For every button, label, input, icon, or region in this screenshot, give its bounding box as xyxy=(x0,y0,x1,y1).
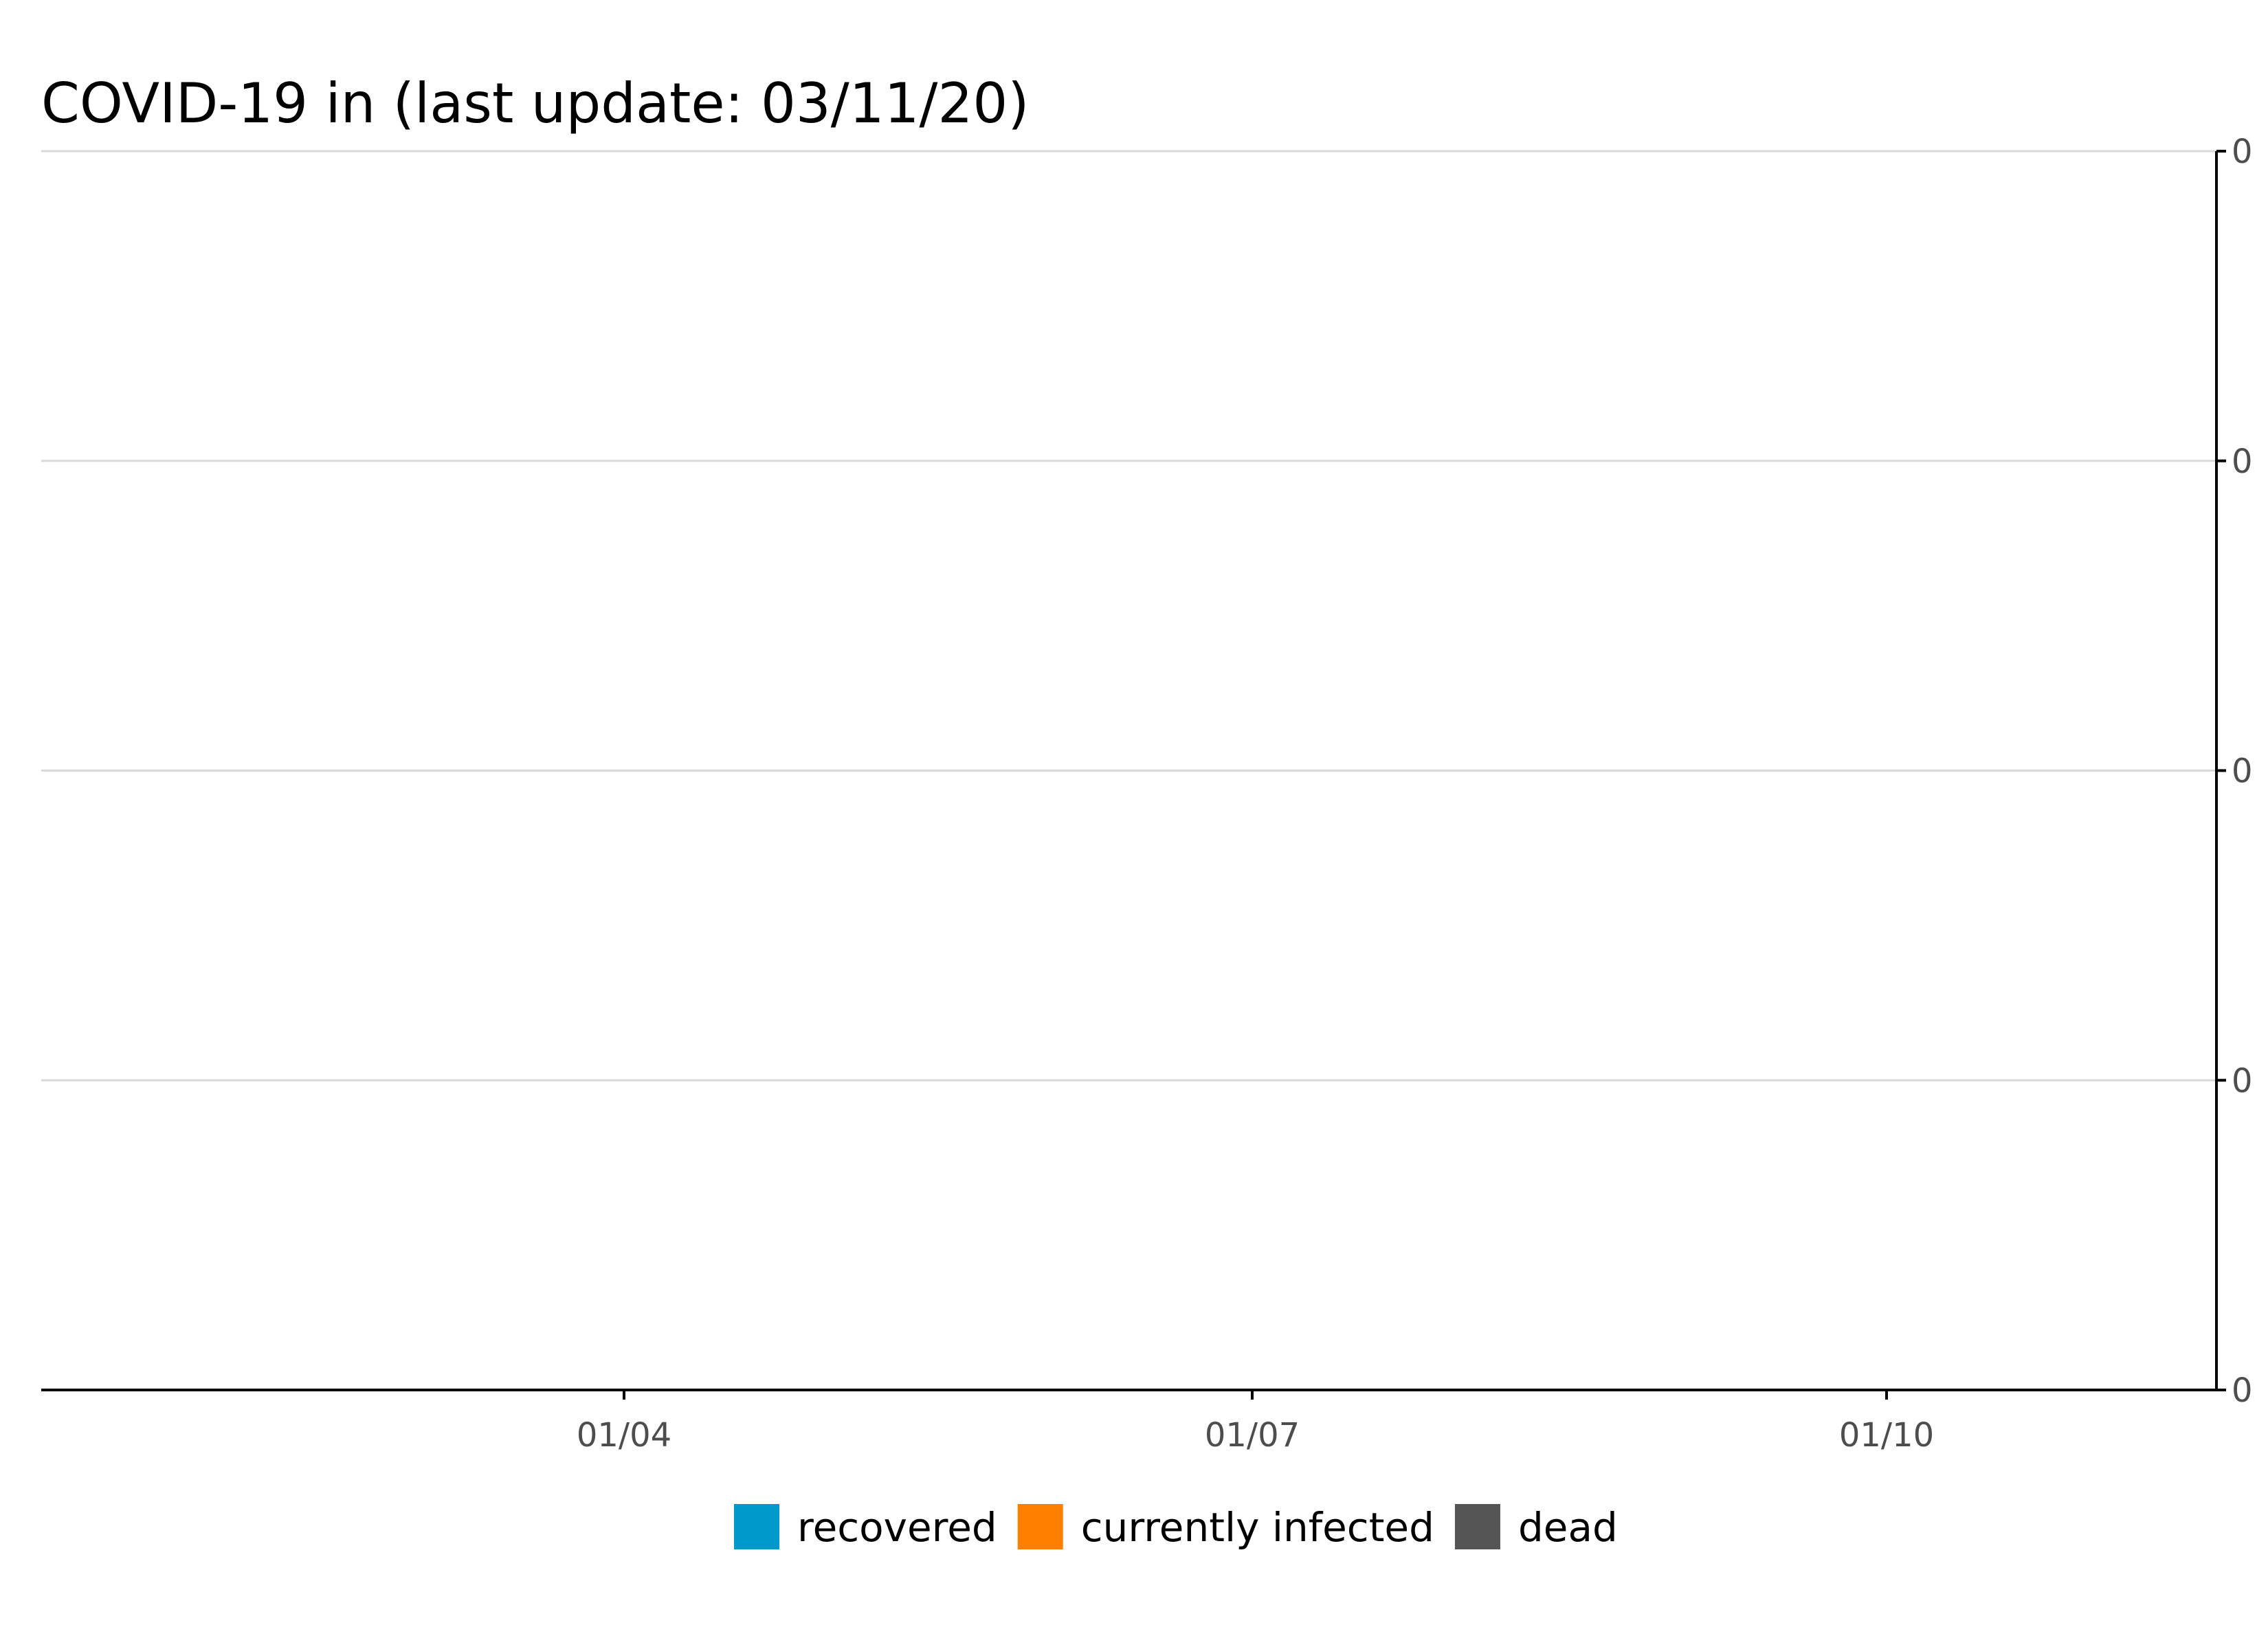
legend-label-dead: dead xyxy=(1518,1504,1618,1551)
y-tick-label: 0 xyxy=(2232,752,2253,791)
x-tick-label: 01/04 xyxy=(577,1416,671,1455)
y-tick-label: 0 xyxy=(2232,1062,2253,1100)
legend: recovered currently infected dead xyxy=(734,1504,1618,1551)
legend-swatch-dead xyxy=(1454,1504,1500,1549)
x-tick-label: 01/10 xyxy=(1839,1416,1934,1455)
legend-label-recovered: recovered xyxy=(797,1504,997,1551)
y-tick-label: 0 xyxy=(2232,133,2253,171)
y-tick-label: 0 xyxy=(2232,442,2253,481)
chart-title: COVID-19 in (last update: 03/11/20) xyxy=(41,71,1030,135)
legend-label-currently-infected: currently infected xyxy=(1081,1504,1434,1551)
gridlines xyxy=(41,150,2216,1081)
legend-swatch-currently-infected xyxy=(1017,1504,1063,1549)
legend-swatch-recovered xyxy=(734,1504,779,1549)
y-tick-label: 0 xyxy=(2232,1371,2253,1410)
axes: 0 0 0 0 0 01/04 01/07 01/10 xyxy=(41,133,2253,1455)
x-tick-label: 01/07 xyxy=(1205,1416,1300,1455)
